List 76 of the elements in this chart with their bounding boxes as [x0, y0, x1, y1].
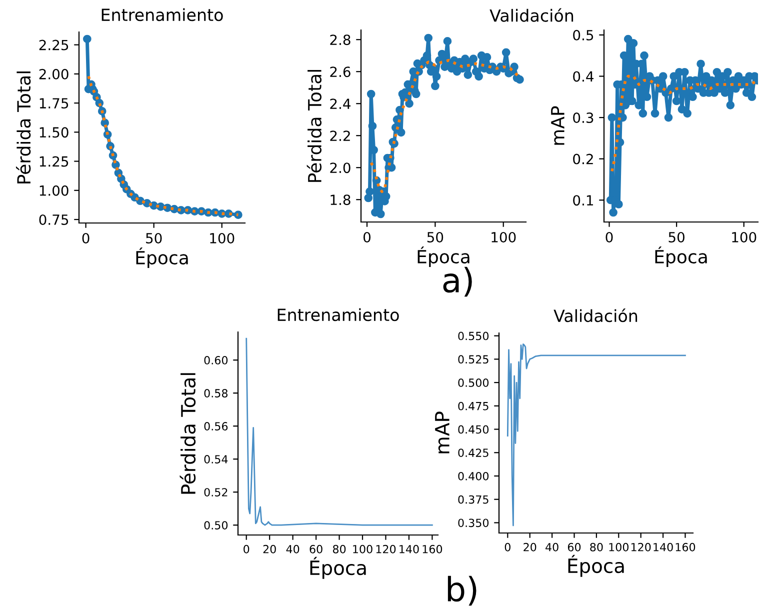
- x-axis-title: Época: [568, 554, 624, 577]
- y-tick-label: 2.8: [330, 34, 350, 46]
- y-tick-label: 1.50: [40, 127, 68, 138]
- x-tick-label: 100: [210, 232, 234, 244]
- y-tick-label: 0.500: [458, 378, 489, 387]
- y-tick-label: 0.450: [458, 425, 489, 434]
- chart-title: Entrenamiento: [278, 308, 399, 322]
- x-tick-label: 100: [353, 544, 372, 554]
- y-tick-label: 0.75: [39, 214, 68, 225]
- chart-title: Entrenamiento: [102, 8, 223, 22]
- x-tick-label: 50: [146, 232, 162, 244]
- y-tick-label: 0.56: [204, 422, 228, 430]
- y-tick-label: 2.6: [330, 66, 350, 78]
- y-tick-label: 1.8: [330, 194, 350, 206]
- x-tick-label: 120: [376, 544, 396, 554]
- x-tick-label: 100: [732, 232, 756, 242]
- x-tick-label: 20: [263, 544, 276, 554]
- y-axis-title: Pérdida Total: [16, 72, 31, 184]
- y-tick-label: 0.52: [204, 488, 228, 496]
- x-tick-label: 40: [286, 544, 300, 554]
- x-tick-label: 40: [546, 542, 558, 552]
- x-tick-label: 0: [82, 232, 90, 244]
- x-tick-label: 60: [310, 544, 322, 554]
- text: a): [443, 266, 472, 297]
- x-axis-title: Época: [655, 246, 707, 268]
- x-tick-label: 100: [609, 542, 629, 552]
- x-tick-label: 0: [606, 232, 613, 242]
- chart-title: Validación: [554, 308, 638, 322]
- x-tick-label: 20: [524, 542, 536, 552]
- x-tick-label: 80: [332, 544, 346, 554]
- x-tick-label: 140: [654, 542, 673, 552]
- y-tick-label: 0.525: [458, 355, 488, 364]
- y-tick-label: 0.4: [573, 71, 594, 82]
- x-tick-label: 0: [363, 232, 370, 242]
- text: b): [448, 576, 476, 606]
- y-tick-label: 0.50: [204, 521, 228, 530]
- x-tick-label: 60: [568, 542, 581, 552]
- y-tick-label: 0.400: [458, 472, 489, 480]
- x-tick-label: 50: [668, 232, 684, 242]
- y-tick-label: 0.1: [573, 195, 593, 206]
- y-tick-label: 0.60: [204, 356, 228, 364]
- y-tick-label: 0.375: [458, 495, 488, 504]
- y-tick-label: 0.5: [573, 30, 594, 40]
- x-axis-title: Época: [310, 556, 366, 579]
- x-tick-label: 100: [492, 232, 516, 242]
- x-tick-label: 50: [427, 232, 444, 242]
- y-tick-label: 0.475: [458, 402, 488, 410]
- y-tick-label: 0.58: [204, 389, 228, 398]
- x-tick-label: 0: [504, 542, 510, 552]
- y-tick-label: 0.2: [573, 154, 593, 164]
- x-tick-label: 80: [590, 542, 603, 552]
- x-tick-label: 120: [631, 542, 651, 552]
- y-tick-label: 2.25: [39, 40, 68, 50]
- y-tick-label: 1.25: [40, 156, 68, 167]
- y-tick-label: 1.00: [40, 185, 68, 196]
- y-tick-label: 0.550: [458, 332, 489, 340]
- y-tick-label: 2.4: [330, 98, 350, 109]
- y-tick-label: 2.2: [330, 130, 350, 141]
- y-axis-title: mAP: [551, 106, 564, 145]
- y-axis-title: Pérdida Total: [180, 373, 196, 494]
- y-tick-label: 0.425: [458, 448, 488, 458]
- y-axis-title: mAP: [435, 412, 450, 454]
- y-tick-label: 0.350: [458, 518, 489, 528]
- x-tick-label: 140: [400, 544, 419, 554]
- y-axis-title: Pérdida Total: [306, 70, 322, 182]
- x-tick-label: 160: [422, 544, 442, 554]
- chart-title: Validación: [490, 8, 574, 22]
- y-tick-label: 2.00: [39, 68, 68, 80]
- y-tick-label: 1.75: [40, 98, 68, 109]
- x-tick-label: 0: [244, 544, 250, 554]
- x-axis-title: Época: [418, 246, 470, 268]
- x-tick-label: 160: [676, 542, 696, 552]
- y-tick-label: 2.0: [330, 162, 350, 174]
- y-tick-label: 0.3: [573, 112, 594, 124]
- x-axis-title: Época: [136, 248, 188, 268]
- y-tick-label: 0.54: [204, 455, 228, 464]
